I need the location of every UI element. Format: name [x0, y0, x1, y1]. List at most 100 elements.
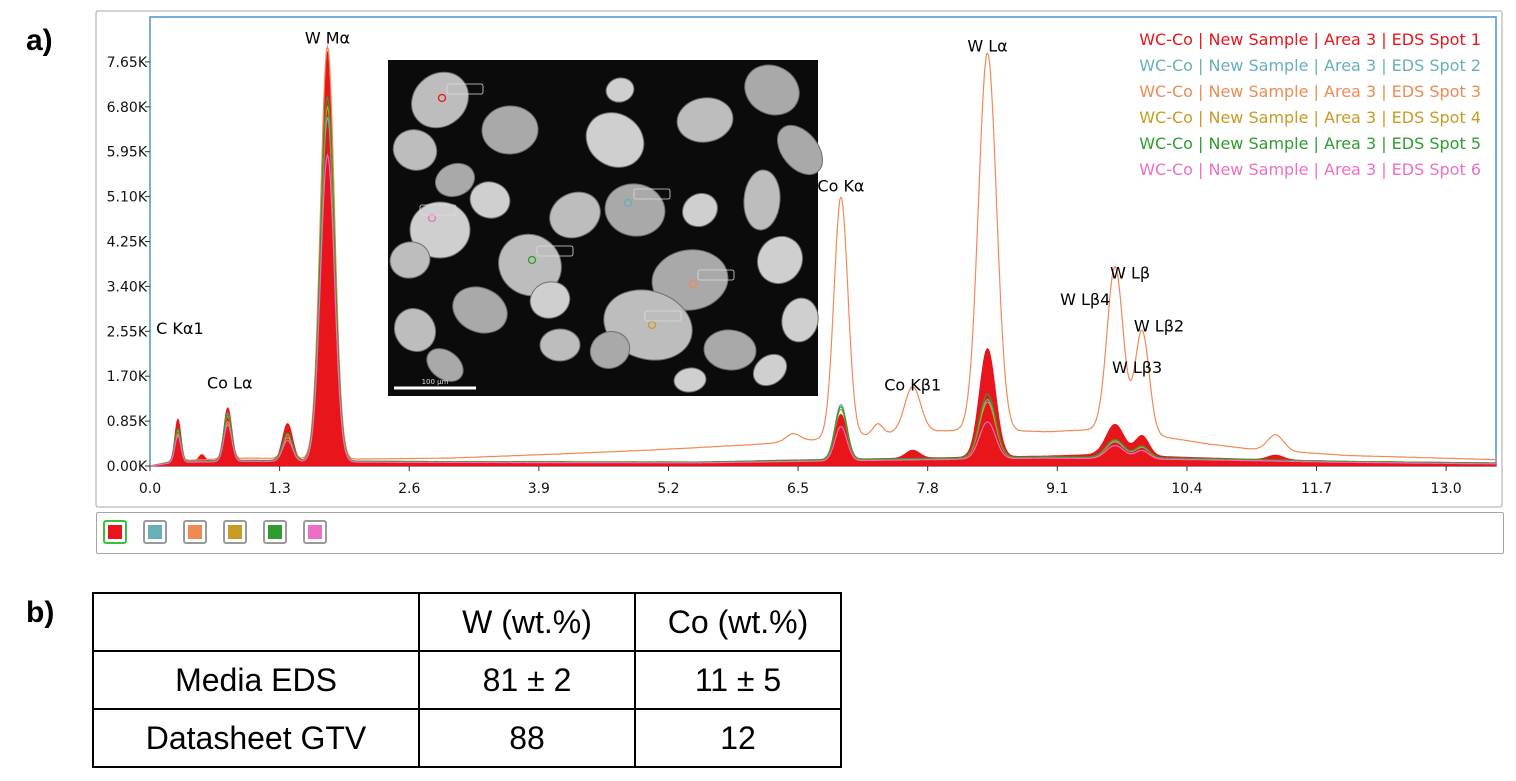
- table-header-cell: [92, 592, 420, 652]
- series-swatch-toolbar: [96, 512, 1504, 554]
- x-tick-label: 13.0: [1431, 481, 1462, 497]
- x-tick-label: 6.5: [787, 481, 809, 497]
- peak-label: C Kα1: [156, 319, 203, 338]
- y-tick-label: 5.10K: [107, 190, 148, 206]
- series-swatch-spot-2[interactable]: [143, 520, 167, 544]
- table-row: Media EDS 81 ± 2 11 ± 5: [92, 650, 842, 710]
- series-swatch-spot-4[interactable]: [223, 520, 247, 544]
- table-cell: 11 ± 5: [634, 650, 842, 710]
- sem-particle: [744, 64, 800, 116]
- sem-particle: [409, 201, 471, 259]
- panel-label-b: b): [26, 596, 55, 629]
- x-tick-label: 11.7: [1301, 481, 1332, 497]
- legend-entry-spot-1: WC-Co | New Sample | Area 3 | EDS Spot 1: [1139, 30, 1481, 49]
- y-tick-label: 2.55K: [107, 324, 148, 340]
- x-tick-label: 10.4: [1171, 481, 1202, 497]
- sem-particle: [605, 77, 635, 103]
- sem-particle: [676, 97, 734, 143]
- series-line-spot-3: [149, 44, 1497, 467]
- eds-spot-marker-1: [437, 83, 484, 103]
- axis-layer: 0.00K 0.85K 1.70K 2.55K 3.40K 4.25K 5.10K 5.95K…: [107, 55, 1462, 497]
- peak-label: Co Kβ1: [884, 375, 941, 394]
- y-tick-label: 4.25K: [107, 235, 148, 251]
- sem-particle: [392, 129, 438, 171]
- table-cell: 88: [418, 708, 636, 768]
- sem-particle: [452, 286, 508, 334]
- x-tick-label: 1.3: [268, 481, 290, 497]
- y-tick-label: 0.00K: [107, 459, 148, 475]
- chart-legend: WC-Co | New Sample | Area 3 | EDS Spot 1…: [1139, 30, 1481, 179]
- series-swatch-spot-1[interactable]: [103, 520, 127, 544]
- panel-label-a: a): [26, 24, 53, 57]
- legend-entry-spot-3: WC-Co | New Sample | Area 3 | EDS Spot 3: [1139, 82, 1481, 101]
- x-tick-label: 2.6: [398, 481, 420, 497]
- sem-particle: [682, 192, 718, 228]
- sem-particle: [651, 249, 729, 311]
- peak-label: W Mα: [305, 28, 350, 47]
- y-tick-label: 0.85K: [107, 414, 148, 430]
- eds-spot-marker-6: [419, 204, 457, 223]
- peak-label: W Lβ: [1110, 263, 1150, 282]
- legend-entry-spot-2: WC-Co | New Sample | Area 3 | EDS Spot 2: [1139, 56, 1481, 75]
- sem-particle: [411, 71, 469, 129]
- sem-particle: [604, 183, 666, 237]
- sem-particle: [393, 308, 437, 352]
- sem-particle: [589, 331, 631, 369]
- sem-particle: [703, 329, 757, 371]
- sem-particle: [673, 367, 707, 393]
- plot-area: [149, 16, 1497, 467]
- x-tick-label: 7.8: [917, 481, 939, 497]
- table-cell: Datasheet GTV: [92, 708, 420, 768]
- sem-particles: [389, 64, 823, 393]
- annotation-layer: W Mα C Kα1 Co Lα Co Kα Co Kβ1 W Lα W LβW Lβ4 W …: [156, 28, 1184, 394]
- x-tick-label: 5.2: [657, 481, 679, 497]
- eds-spot-marker-4: [644, 310, 682, 330]
- peak-label: Co Lα: [207, 373, 253, 392]
- eds-spectrum-chart: 0.00K 0.85K 1.70K 2.55K 3.40K 4.25K 5.10K 5.95K…: [95, 10, 1503, 508]
- sem-particle: [469, 181, 511, 219]
- eds-spot-marker-2: [623, 188, 671, 208]
- y-tick-label: 1.70K: [107, 369, 148, 385]
- eds-spot-marker-5: [527, 245, 574, 265]
- y-tick-label: 7.65K: [107, 55, 148, 71]
- sem-particle: [389, 241, 431, 279]
- sem-particle: [777, 124, 823, 176]
- peak-label: Co Kα: [817, 176, 864, 195]
- sem-particle: [434, 162, 476, 198]
- sem-particle: [481, 105, 539, 155]
- legend-entry-spot-6: WC-Co | New Sample | Area 3 | EDS Spot 6: [1139, 160, 1481, 179]
- sem-particle: [757, 235, 803, 285]
- peak-label: W Lβ2: [1134, 316, 1184, 335]
- series-line-spot-5: [149, 95, 1497, 467]
- table-cell: 81 ± 2: [418, 650, 636, 710]
- legend-entry-spot-5: WC-Co | New Sample | Area 3 | EDS Spot 5: [1139, 134, 1481, 153]
- table-header-cell: Co (wt.%): [634, 592, 842, 652]
- table-cell: 12: [634, 708, 842, 768]
- x-tick-label: 3.9: [528, 481, 550, 497]
- eds-spot-marker-3: [688, 269, 735, 289]
- x-tick-label: 0.0: [139, 481, 161, 497]
- series-swatch-spot-3[interactable]: [183, 520, 207, 544]
- series-layer: [149, 44, 1497, 467]
- sem-particle: [529, 281, 571, 319]
- x-tick-label: 9.1: [1046, 481, 1068, 497]
- table-cell: Media EDS: [92, 650, 420, 710]
- composition-table: W (wt.%) Co (wt.%) Media EDS 81 ± 2 11 ±…: [92, 592, 842, 768]
- peak-label: W Lβ4: [1060, 290, 1110, 309]
- sem-particle: [549, 191, 601, 239]
- legend-entry-spot-4: WC-Co | New Sample | Area 3 | EDS Spot 4: [1139, 108, 1481, 127]
- y-tick-label: 3.40K: [107, 279, 148, 295]
- y-tick-label: 5.95K: [107, 145, 148, 161]
- peak-label: W Lα: [967, 36, 1007, 55]
- scale-bar-label: 100 µm: [422, 378, 449, 386]
- y-tick-label: 6.80K: [107, 100, 148, 116]
- series-swatch-spot-6[interactable]: [303, 520, 327, 544]
- sem-particle: [781, 297, 819, 343]
- sem-particle: [426, 348, 464, 382]
- sem-inset: 100 µm: [388, 60, 823, 396]
- sem-particle: [743, 169, 781, 231]
- series-swatch-spot-5[interactable]: [263, 520, 287, 544]
- table-header-row: W (wt.%) Co (wt.%): [92, 592, 842, 652]
- table-header-cell: W (wt.%): [418, 592, 636, 652]
- sem-particle: [585, 112, 645, 168]
